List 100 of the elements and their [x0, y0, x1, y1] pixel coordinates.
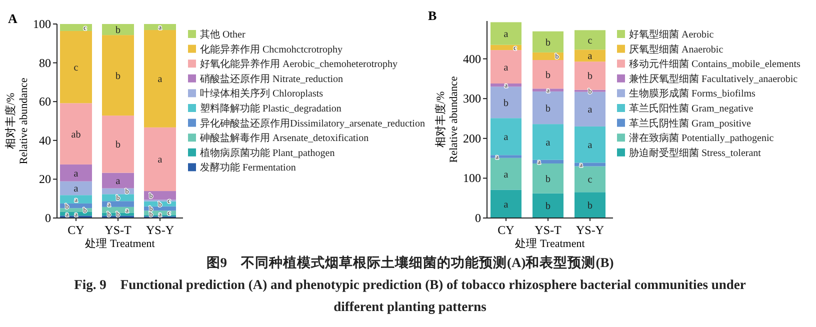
data-label: b	[546, 70, 550, 81]
data-label: a	[588, 140, 593, 152]
data-label: a	[158, 154, 163, 166]
data-label: a	[504, 132, 509, 144]
legend-label: 革兰氏阴性菌 Gram_positive	[629, 117, 752, 130]
caption: Fig. 9 Functional prediction (A) and phenotypic prediction (B) of tobacco rhizosphere bacterial communities under different planting patterns	[73, 276, 747, 316]
bar	[532, 124, 564, 160]
data-label: a	[504, 199, 509, 210]
data-label: c	[588, 35, 593, 46]
bar	[532, 88, 564, 92]
bar	[102, 24, 134, 36]
y-tick-label: 100	[33, 17, 51, 31]
data-label: c	[74, 62, 79, 74]
y-tick-label: 0	[475, 211, 481, 225]
data-label: a	[588, 104, 593, 116]
data-label: a	[74, 184, 79, 195]
bar	[490, 190, 522, 218]
bar	[144, 191, 176, 200]
bar	[490, 118, 522, 156]
data-label: a	[588, 51, 593, 62]
data-label: a	[74, 168, 79, 180]
bar	[574, 126, 606, 163]
legend-label: 潜在致病菌 Potentially_pathogenic	[629, 132, 774, 144]
bar	[490, 50, 522, 84]
legend-label: 其他 Other	[200, 28, 246, 40]
legend-label: 叶绿体相关序列 Chloroplasts	[200, 88, 324, 100]
x-tick-label: CY	[68, 223, 85, 237]
bar	[574, 62, 606, 90]
y-tick-label: 400	[463, 52, 481, 66]
data-label: c	[588, 174, 593, 186]
data-label: b	[504, 98, 508, 109]
data-label: a	[504, 62, 509, 74]
chart-title: B	[428, 8, 437, 23]
y-tick-label: 40	[39, 133, 51, 148]
data-label: b	[546, 103, 550, 114]
bar	[574, 166, 606, 192]
data-label: b	[116, 140, 120, 151]
legend-label: 化能异养作用 Chcmohctcrotrophy	[200, 43, 342, 56]
bar	[60, 181, 92, 196]
bar	[574, 30, 606, 50]
x-tick-label: YS-T	[104, 223, 132, 237]
x-tick-label: CY	[498, 223, 515, 237]
bar	[574, 50, 606, 62]
y-axis-title: 相对丰度/% Relative abundance	[4, 78, 30, 164]
bar	[60, 24, 92, 31]
bar	[144, 127, 176, 192]
y-axis-title: 相对丰度/% Relative abundance	[434, 76, 460, 163]
y-tick-label: 300	[463, 92, 481, 106]
legend-label: 生物膜形成菌 Forms_biofilms	[629, 88, 756, 100]
bar	[490, 155, 522, 158]
bar	[102, 35, 134, 116]
legend-label: 发酵功能 Fermentation	[200, 162, 296, 174]
data-label: b	[588, 71, 592, 82]
data-label: a	[116, 176, 121, 188]
x-axis-title: 处理 Treatment	[515, 237, 585, 250]
y-tick-label: 80	[39, 56, 51, 70]
legend-label: 好氧化能异养作用 Aerobic_chemoheterotrophy	[200, 58, 398, 70]
bar	[532, 163, 564, 194]
data-label: b	[546, 201, 550, 212]
bar	[60, 195, 92, 204]
data-label: a	[158, 74, 163, 86]
bar	[490, 158, 522, 190]
bar	[574, 192, 606, 218]
x-tick-label: YS-T	[534, 223, 562, 237]
bar	[490, 86, 522, 118]
x-axis-title: 处理 Treatment	[85, 237, 155, 250]
legend-label: 厌氧型细菌 Anaerobic	[629, 43, 724, 56]
bar	[144, 30, 176, 128]
bar	[102, 172, 134, 188]
data-label: b	[546, 174, 550, 185]
caption: 图9 不同种植模式烟草根际土壤细菌的功能预测(A)和表型预测(B)	[205, 254, 615, 272]
bar	[60, 103, 92, 164]
bar	[102, 201, 134, 207]
bar	[490, 22, 522, 45]
x-tick-label: YS-Y	[576, 223, 604, 237]
legend-label: 砷酸盐解毒作用 Arsenate_detoxification	[199, 132, 369, 144]
legend-label: 塑料降解功能 Plastic_degradation	[200, 102, 342, 114]
data-label: b	[116, 70, 120, 82]
bar	[60, 164, 92, 182]
y-tick-label: 20	[39, 172, 51, 186]
data-label: a	[504, 169, 509, 180]
data-label: a	[504, 29, 509, 40]
bar	[532, 60, 564, 89]
y-tick-label: 100	[463, 171, 481, 186]
data-label: b	[546, 37, 550, 48]
legend-label: 异化砷酸盐还原作用Dissimilatory_arsenate_reduction	[200, 117, 425, 130]
chart-title: A	[8, 11, 18, 26]
y-tick-label: 200	[463, 131, 481, 146]
y-tick-label: 0	[45, 211, 51, 225]
legend-label: 胁迫耐受型细菌 Stress_tolerant	[629, 146, 762, 159]
data-label: ab	[71, 129, 81, 140]
legend-label: 好氧型细菌 Aerobic	[629, 28, 714, 40]
legend-label: 移动元件细菌 Contains_mobile_elements	[629, 58, 800, 70]
y-tick-label: 60	[39, 94, 51, 109]
bar	[574, 162, 606, 166]
legend-label: 植物病原菌功能 Plant_pathogen	[200, 146, 335, 159]
bar	[532, 91, 564, 124]
bar	[532, 31, 564, 52]
x-tick-label: YS-Y	[146, 223, 174, 237]
legend-label: 兼性厌氧型细菌 Facultatively_anaerobic	[629, 72, 798, 85]
